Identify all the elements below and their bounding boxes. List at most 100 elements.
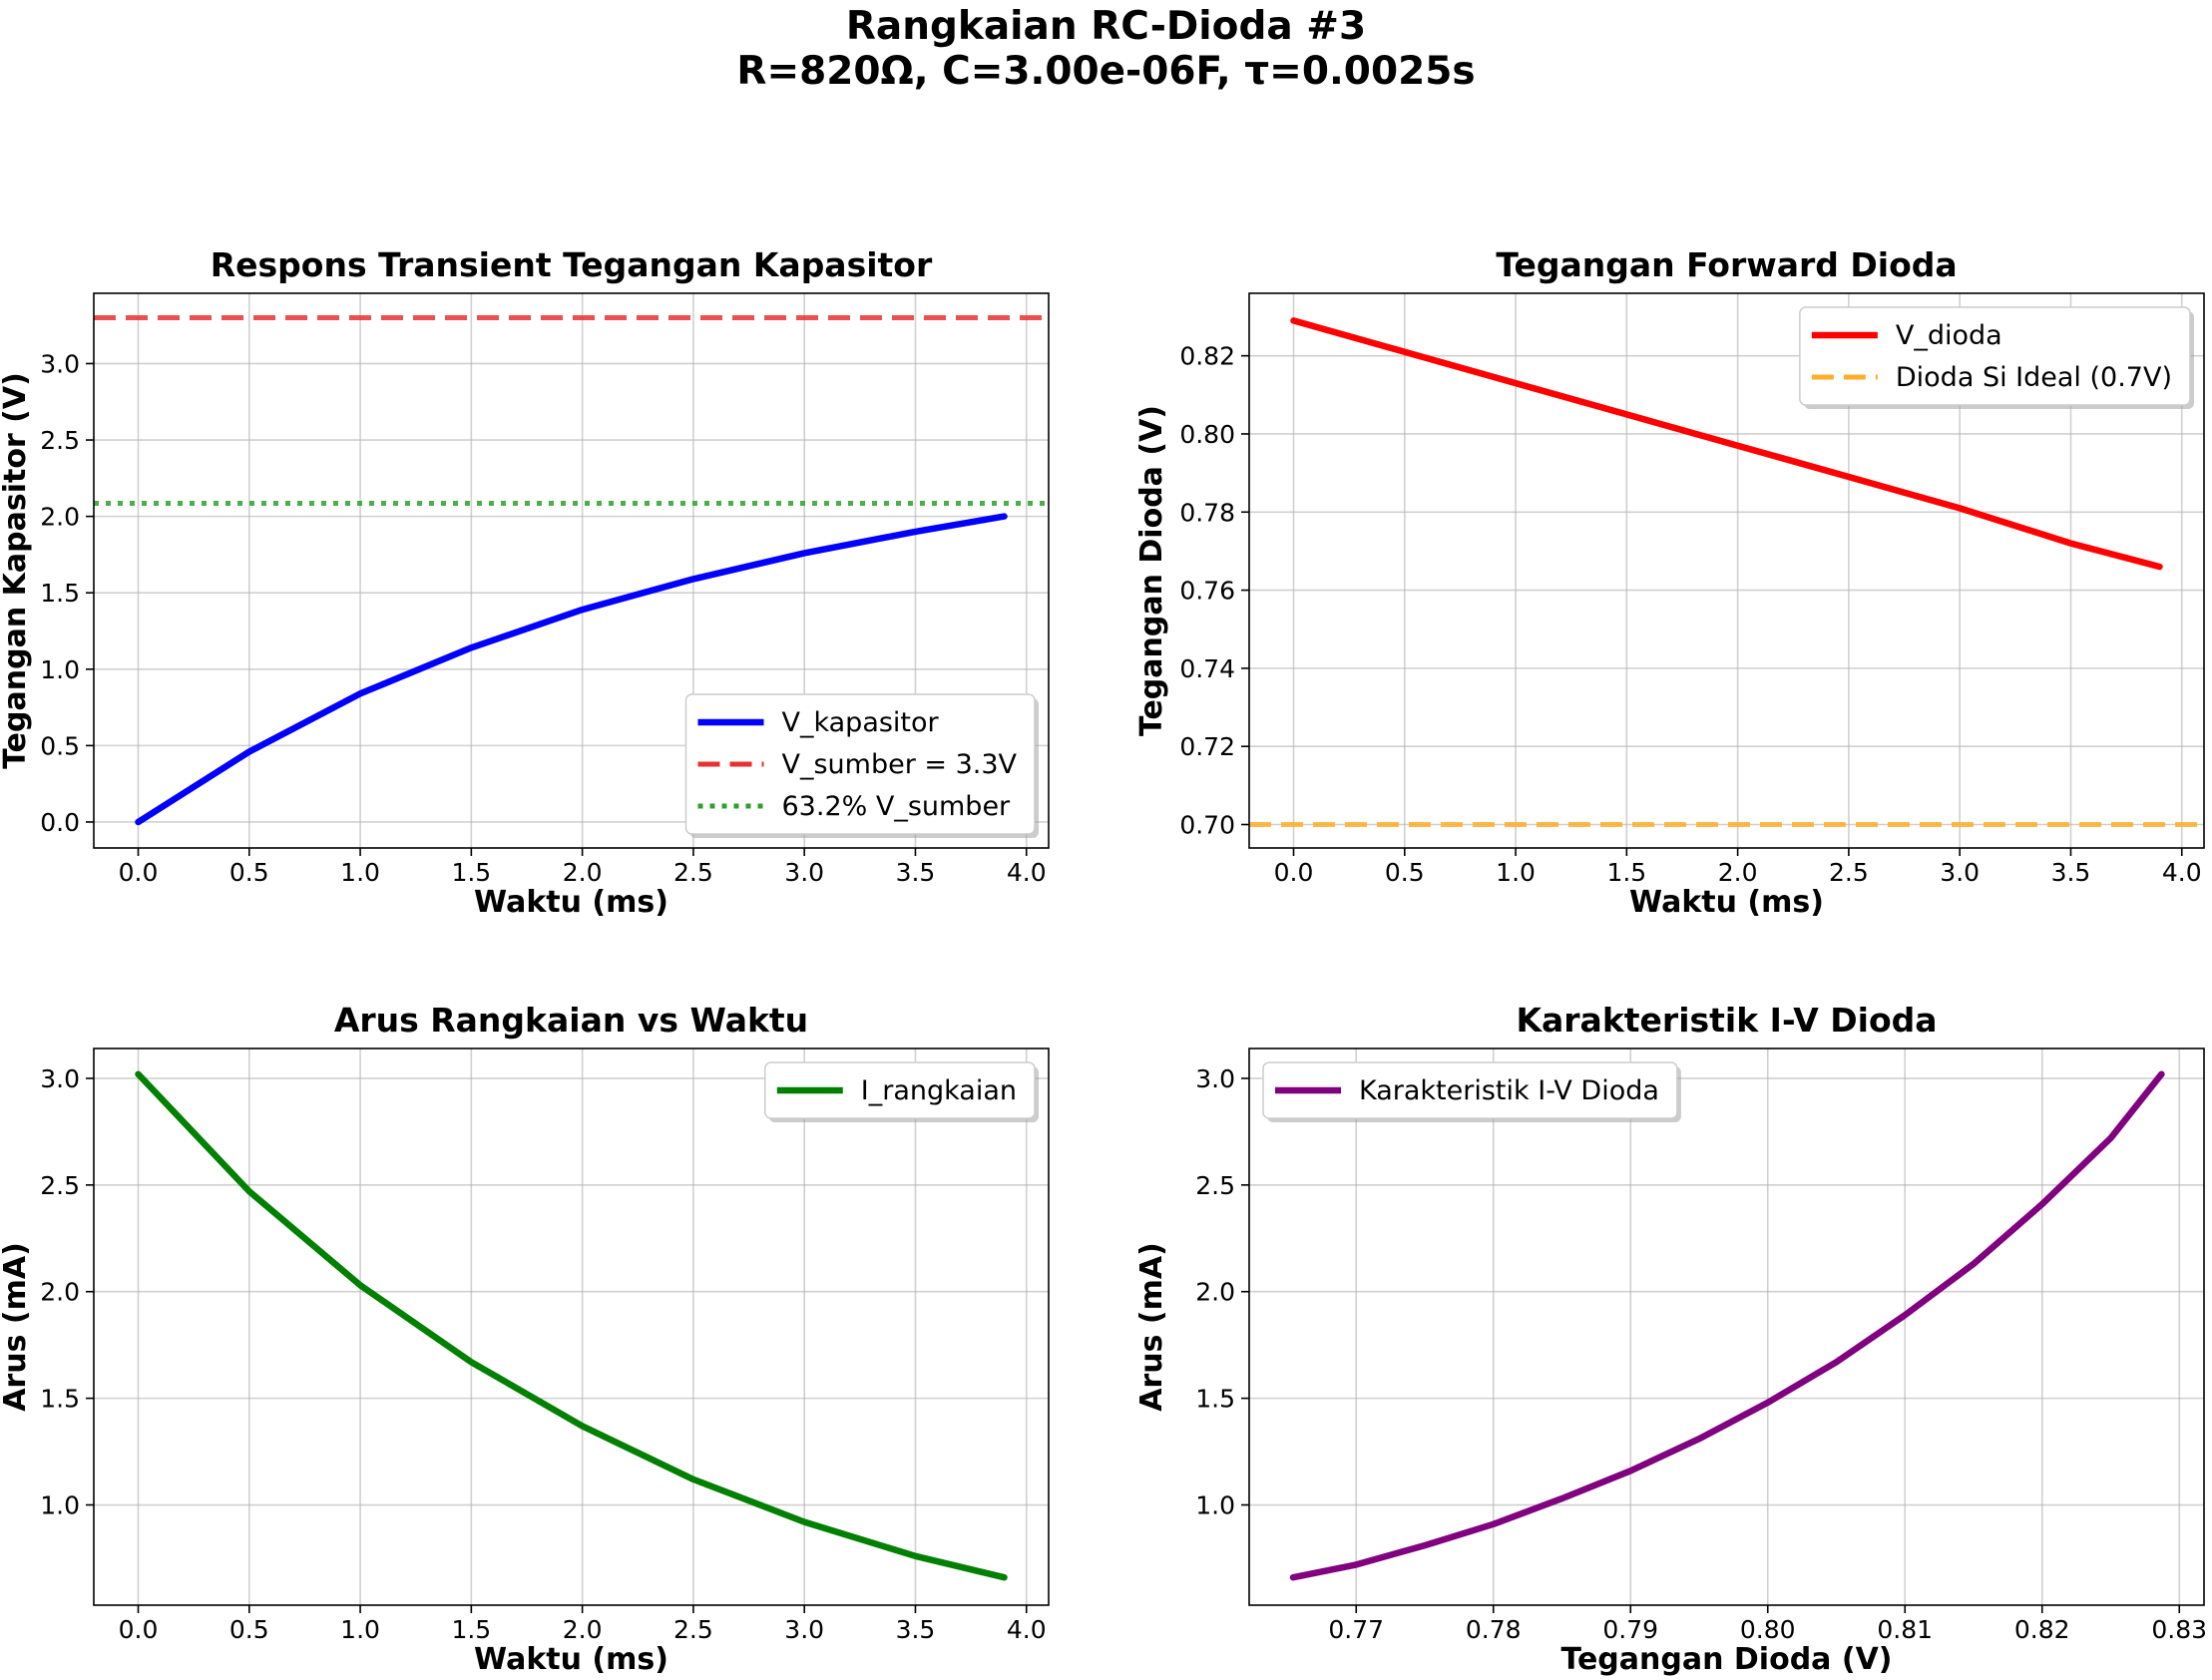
y-tick-label: 1.5 (1195, 1385, 1235, 1414)
legend: V_kapasitor V_sumber = 3.3V 63.2% V_sumber (684, 693, 1039, 838)
chart-title: Karakteristik I-V Dioda (1516, 1001, 1937, 1040)
y-tick-label: 0.78 (1179, 498, 1235, 527)
figure-title-line-1: Rangkaian RC-Dioda #3 (845, 4, 1367, 49)
series-line-i-rangkaian (135, 1070, 1008, 1581)
x-tick-label: 3.0 (1940, 858, 1980, 887)
x-axis-label: Waktu (ms) (474, 885, 668, 920)
x-tick-label: 4.0 (1007, 858, 1047, 887)
x-tick-label: 3.0 (784, 858, 824, 887)
x-tick-label: 0.0 (119, 1615, 159, 1644)
y-axis-label: Tegangan Kapasitor (V) (0, 372, 33, 769)
plot-area (1289, 1070, 2165, 1581)
plot-area (1249, 317, 2204, 828)
chart-diode-voltage: 0.0 0.5 1.0 1.5 2.0 2.5 3.0 3.5 4.0 0.70 0.72 0.74 0… (1134, 245, 2205, 920)
y-tick-label: 0.80 (1179, 420, 1235, 449)
x-tick-label: 2.5 (673, 858, 713, 887)
legend-box (1262, 1061, 1678, 1119)
x-tick-label: 0.81 (1877, 1615, 1933, 1644)
y-tick-label: 0.0 (40, 808, 80, 837)
y-tick-label: 2.5 (40, 1171, 80, 1200)
x-axis-label: Waktu (ms) (474, 1642, 668, 1677)
x-tick-label: 2.0 (563, 858, 603, 887)
y-tick-label: 2.5 (1195, 1171, 1235, 1200)
series-line-karakteristik-i-v-dioda (1289, 1070, 2165, 1581)
legend: Karakteristik I-V Dioda (1262, 1061, 1681, 1122)
axes-frame (93, 292, 1050, 849)
x-tick-label: 3.5 (896, 858, 936, 887)
x-tick-label: 3.0 (784, 1615, 824, 1644)
x-tick-label: 4.0 (1007, 1615, 1047, 1644)
chart-title: Tegangan Forward Dioda (1496, 245, 1957, 284)
x-tick-label: 2.5 (673, 1615, 713, 1644)
x-tick-label: 0.83 (2151, 1615, 2207, 1644)
plot-area (135, 1070, 1008, 1581)
x-tick-label: 0.82 (2014, 1615, 2070, 1644)
y-axis-label: Arus (mA) (1134, 1242, 1169, 1412)
y-tick-label: 0.76 (1179, 577, 1235, 606)
x-tick-label: 1.0 (1496, 858, 1536, 887)
y-tick-label: 2.0 (40, 503, 80, 532)
y-tick-label: 0.72 (1179, 732, 1235, 761)
x-tick-label: 0.0 (1274, 858, 1314, 887)
y-tick-label: 0.82 (1179, 342, 1235, 371)
x-tick-label: 0.79 (1602, 1615, 1658, 1644)
x-tick-label: 0.5 (1385, 858, 1425, 887)
y-tick-label: 1.5 (40, 579, 80, 608)
y-tick-label: 0.70 (1179, 811, 1235, 840)
x-tick-label: 1.0 (340, 858, 380, 887)
chart-circuit-current: 0.0 0.5 1.0 1.5 2.0 2.5 3.0 3.5 4.0 1.0 1.5 2.0 2.5 3… (0, 1001, 1050, 1677)
axes-frame (93, 1048, 1050, 1606)
figure-title: Rangkaian RC-Dioda #3 R=820Ω, C=3.00e-06… (0, 4, 2212, 94)
chart-title: Arus Rangkaian vs Waktu (334, 1001, 808, 1040)
y-tick-label: 3.0 (40, 349, 80, 378)
x-tick-label: 3.5 (896, 1615, 936, 1644)
x-tick-label: 0.80 (1740, 1615, 1796, 1644)
x-tick-label: 3.5 (2051, 858, 2091, 887)
legend-box (684, 693, 1036, 835)
y-tick-label: 1.0 (1195, 1491, 1235, 1520)
figure-title-line-2: R=820Ω, C=3.00e-06F, τ=0.0025s (736, 49, 1476, 94)
chart-title: Respons Transient Tegangan Kapasitor (211, 245, 933, 284)
x-tick-label: 1.5 (451, 858, 491, 887)
x-tick-label: 1.5 (451, 1615, 491, 1644)
x-tick-label: 0.5 (229, 1615, 269, 1644)
legend-label: 63.2% V_sumber (782, 791, 1012, 822)
legend-label: I_rangkaian (861, 1075, 1017, 1106)
legend-box (1799, 306, 2191, 406)
x-tick-label: 4.0 (2162, 858, 2202, 887)
legend-box (764, 1061, 1036, 1119)
x-tick-label: 0.5 (229, 858, 269, 887)
chart-capacitor-voltage: 0.0 0.5 1.0 1.5 2.0 2.5 3.0 3.5 4.0 0.0 0.5 1.0 1.5 2… (0, 245, 1050, 920)
x-tick-label: 0.78 (1466, 1615, 1522, 1644)
x-tick-label: 2.5 (1829, 858, 1869, 887)
x-tick-label: 0.0 (119, 858, 159, 887)
legend: V_dioda Dioda Si Ideal (0.7V) (1799, 306, 2194, 409)
y-tick-label: 1.5 (40, 1385, 80, 1414)
legend-label: Karakteristik I-V Dioda (1359, 1075, 1659, 1106)
x-axis-label: Waktu (ms) (1629, 885, 1824, 920)
series-line-v-dioda (1290, 317, 2163, 571)
y-tick-label: 0.5 (40, 731, 80, 760)
y-tick-label: 2.0 (1195, 1278, 1235, 1307)
x-tick-label: 1.5 (1606, 858, 1646, 887)
y-tick-label: 2.5 (40, 426, 80, 455)
axes-frame (1248, 1048, 2205, 1606)
y-axis-label: Arus (mA) (0, 1242, 33, 1412)
x-axis-label: Tegangan Dioda (V) (1560, 1642, 1892, 1677)
y-tick-label: 3.0 (1195, 1064, 1235, 1093)
legend-label: V_sumber = 3.3V (782, 749, 1018, 780)
y-axis-label: Tegangan Dioda (V) (1134, 405, 1169, 736)
y-tick-label: 1.0 (40, 655, 80, 684)
legend: I_rangkaian (764, 1061, 1039, 1122)
legend-label: Dioda Si Ideal (0.7V) (1896, 362, 2172, 393)
plot-area (94, 315, 1049, 826)
x-tick-label: 1.0 (340, 1615, 380, 1644)
y-tick-label: 1.0 (40, 1491, 80, 1520)
series-line-v-kapasitor (135, 513, 1008, 826)
legend-label: V_dioda (1896, 320, 2002, 351)
legend-label: V_kapasitor (782, 707, 940, 738)
x-tick-label: 0.77 (1328, 1615, 1384, 1644)
x-tick-label: 2.0 (1718, 858, 1758, 887)
axes-frame (1248, 292, 2205, 849)
